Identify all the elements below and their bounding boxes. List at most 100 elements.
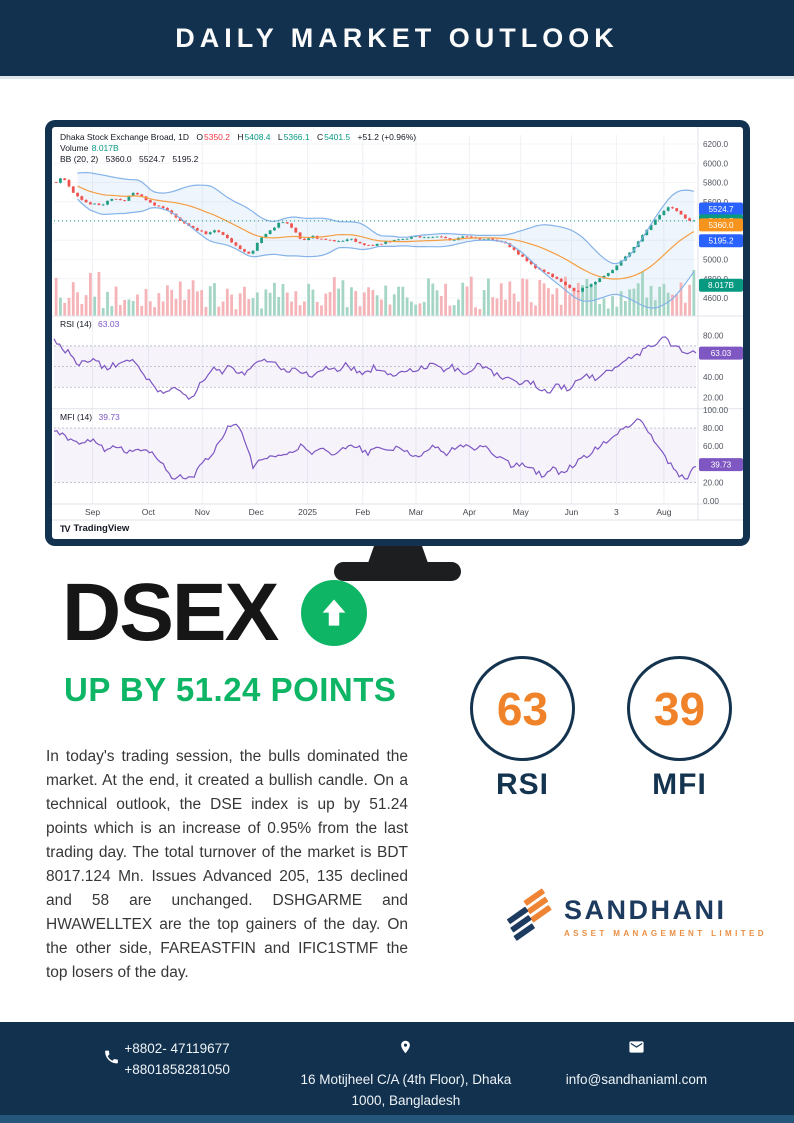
svg-text:8.017B: 8.017B — [708, 281, 734, 290]
candle — [166, 208, 169, 211]
volume-bar — [380, 299, 383, 316]
volume-bar — [375, 295, 379, 316]
price-scale-tick: 0.00 — [703, 497, 719, 506]
candle — [409, 236, 413, 239]
brand-tagline: ASSET MANAGEMENT LIMITED — [564, 928, 767, 938]
time-axis-label: Oct — [142, 507, 156, 517]
volume-bar — [358, 306, 362, 316]
volume-bar — [692, 269, 696, 316]
location-pin-icon — [401, 1040, 411, 1054]
rsi-circle: 63 — [470, 656, 575, 761]
candle — [662, 210, 666, 216]
candle — [302, 238, 306, 241]
candle — [688, 218, 691, 221]
volume-bar — [487, 278, 490, 316]
candle — [273, 227, 276, 231]
candle — [606, 273, 610, 276]
candle — [217, 230, 221, 233]
footer-phone-block: +8802- 47119677 +8801858281050 — [60, 1038, 273, 1111]
volume-bar — [538, 279, 542, 316]
volume-bar — [88, 272, 92, 316]
candle — [444, 237, 448, 239]
candle — [439, 236, 443, 238]
candle — [140, 194, 144, 197]
volume-bar — [174, 298, 178, 316]
candle — [452, 239, 456, 241]
candle — [576, 291, 580, 292]
volume-bar — [585, 278, 589, 316]
mfi-value: 39 — [653, 682, 706, 735]
volume-bar — [632, 288, 636, 316]
mfi-circle: 39 — [627, 656, 732, 761]
time-axis-label: Dec — [249, 507, 265, 517]
volume-bar — [191, 280, 195, 316]
volume-bar — [623, 301, 627, 316]
footer-email-block: info@sandhaniaml.com — [539, 1038, 734, 1111]
svg-text:39.73: 39.73 — [711, 461, 732, 470]
price-scale-badge — [699, 346, 743, 360]
volume-bar — [529, 302, 533, 316]
candle — [255, 242, 259, 251]
volume-bar — [110, 306, 114, 316]
candle — [388, 241, 392, 243]
volume-bar — [546, 288, 550, 316]
candle — [516, 249, 520, 255]
candle — [157, 205, 161, 207]
volume-bar — [170, 289, 174, 316]
volume-bar — [435, 290, 439, 316]
volume-bar — [268, 292, 272, 316]
volume-bar — [320, 305, 323, 316]
price-scale-badge — [699, 458, 743, 472]
tradingview-logo-icon: TV — [60, 523, 70, 534]
candle — [491, 238, 495, 240]
volume-bar — [611, 296, 614, 316]
volume-bar — [183, 299, 186, 316]
volume-bar — [414, 304, 418, 316]
volume-bar — [260, 308, 263, 316]
volume-bar — [251, 298, 255, 316]
candle — [204, 231, 208, 235]
candle — [63, 178, 67, 181]
time-axis-label: 2025 — [298, 507, 317, 517]
price-scale-tick: 5600.0 — [703, 198, 728, 207]
volume-bar — [273, 282, 276, 316]
candle — [512, 247, 516, 250]
volume-bar — [97, 271, 101, 316]
volume-bar — [114, 286, 118, 316]
mfi-gauge: 39 MFI — [627, 656, 732, 802]
candle — [208, 232, 212, 235]
candle — [546, 272, 550, 274]
footer-email: info@sandhaniaml.com — [565, 1072, 708, 1087]
svg-text:5360.0: 5360.0 — [708, 221, 733, 230]
volume-bar — [512, 293, 516, 316]
up-arrow-icon — [301, 580, 368, 646]
phone-icon — [105, 1050, 118, 1064]
candle — [114, 198, 118, 200]
volume-bar — [641, 271, 644, 316]
time-axis-label: Mar — [409, 507, 424, 517]
candle — [422, 237, 426, 239]
candle — [362, 243, 366, 245]
volume-bar — [350, 287, 353, 316]
brand-name: SANDHANI — [564, 894, 727, 925]
volume-bar — [166, 285, 169, 316]
index-name: DSEX — [62, 567, 279, 658]
volume-bar — [619, 291, 623, 316]
volume-bar — [671, 294, 674, 316]
footer-phone-1: +8802- 47119677 — [124, 1041, 230, 1056]
candle — [414, 236, 418, 237]
volume-bar — [101, 308, 105, 316]
mfi-legend: MFI (14) 39.73 — [60, 412, 120, 422]
candle — [341, 240, 345, 242]
volume-bar — [495, 298, 499, 316]
candle — [221, 232, 225, 235]
time-axis-label: 3 — [614, 507, 619, 517]
volume-bar — [675, 294, 679, 316]
candle — [487, 238, 490, 240]
price-scale-tick: 100.00 — [703, 406, 728, 415]
svg-text:5195.2: 5195.2 — [708, 237, 733, 246]
tradingview-chart: Sep Oct Nov Dec 2025 Feb Mar Apr May Jun 3 Aug 6200.… — [52, 127, 743, 539]
candle — [281, 222, 285, 224]
candle — [59, 178, 62, 183]
candle — [375, 243, 379, 246]
